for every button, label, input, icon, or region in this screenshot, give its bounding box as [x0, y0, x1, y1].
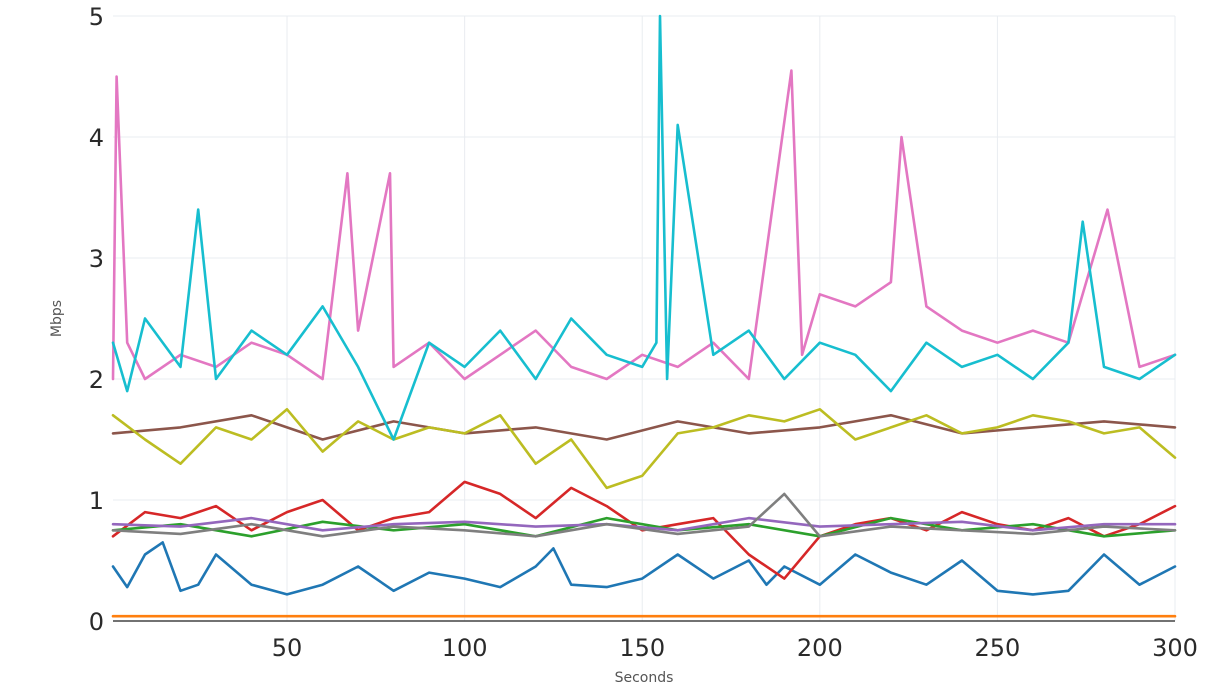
y-tick-label: 0: [89, 608, 104, 636]
y-axis-title: Mbps: [49, 300, 65, 337]
x-tick-label: 200: [797, 634, 843, 662]
x-tick-label: 50: [272, 634, 303, 662]
y-tick-label: 2: [89, 366, 104, 394]
series-line-5: [111, 516, 1177, 532]
series-line-6: [111, 492, 1177, 538]
y-tick-label: 1: [89, 487, 104, 515]
grid: [113, 15, 1176, 622]
series-line-9: [111, 69, 1177, 381]
plot-area: [111, 14, 1177, 618]
series-line-8: [111, 407, 1177, 490]
x-tick-label: 150: [619, 634, 665, 662]
y-tick-label: 5: [89, 3, 104, 31]
series-line-2: [111, 541, 1177, 596]
axis-ticks: 50 100 150 200 250 300 0 1 2 3 4 5: [89, 3, 1198, 662]
y-tick-label: 3: [89, 245, 104, 273]
x-tick-label: 250: [975, 634, 1021, 662]
x-tick-label: 300: [1152, 634, 1198, 662]
series-line-10: [111, 14, 1177, 441]
x-axis-title: Seconds: [615, 670, 674, 686]
x-tick-label: 100: [442, 634, 488, 662]
y-tick-label: 4: [89, 124, 104, 152]
series-line-7: [111, 413, 1177, 441]
